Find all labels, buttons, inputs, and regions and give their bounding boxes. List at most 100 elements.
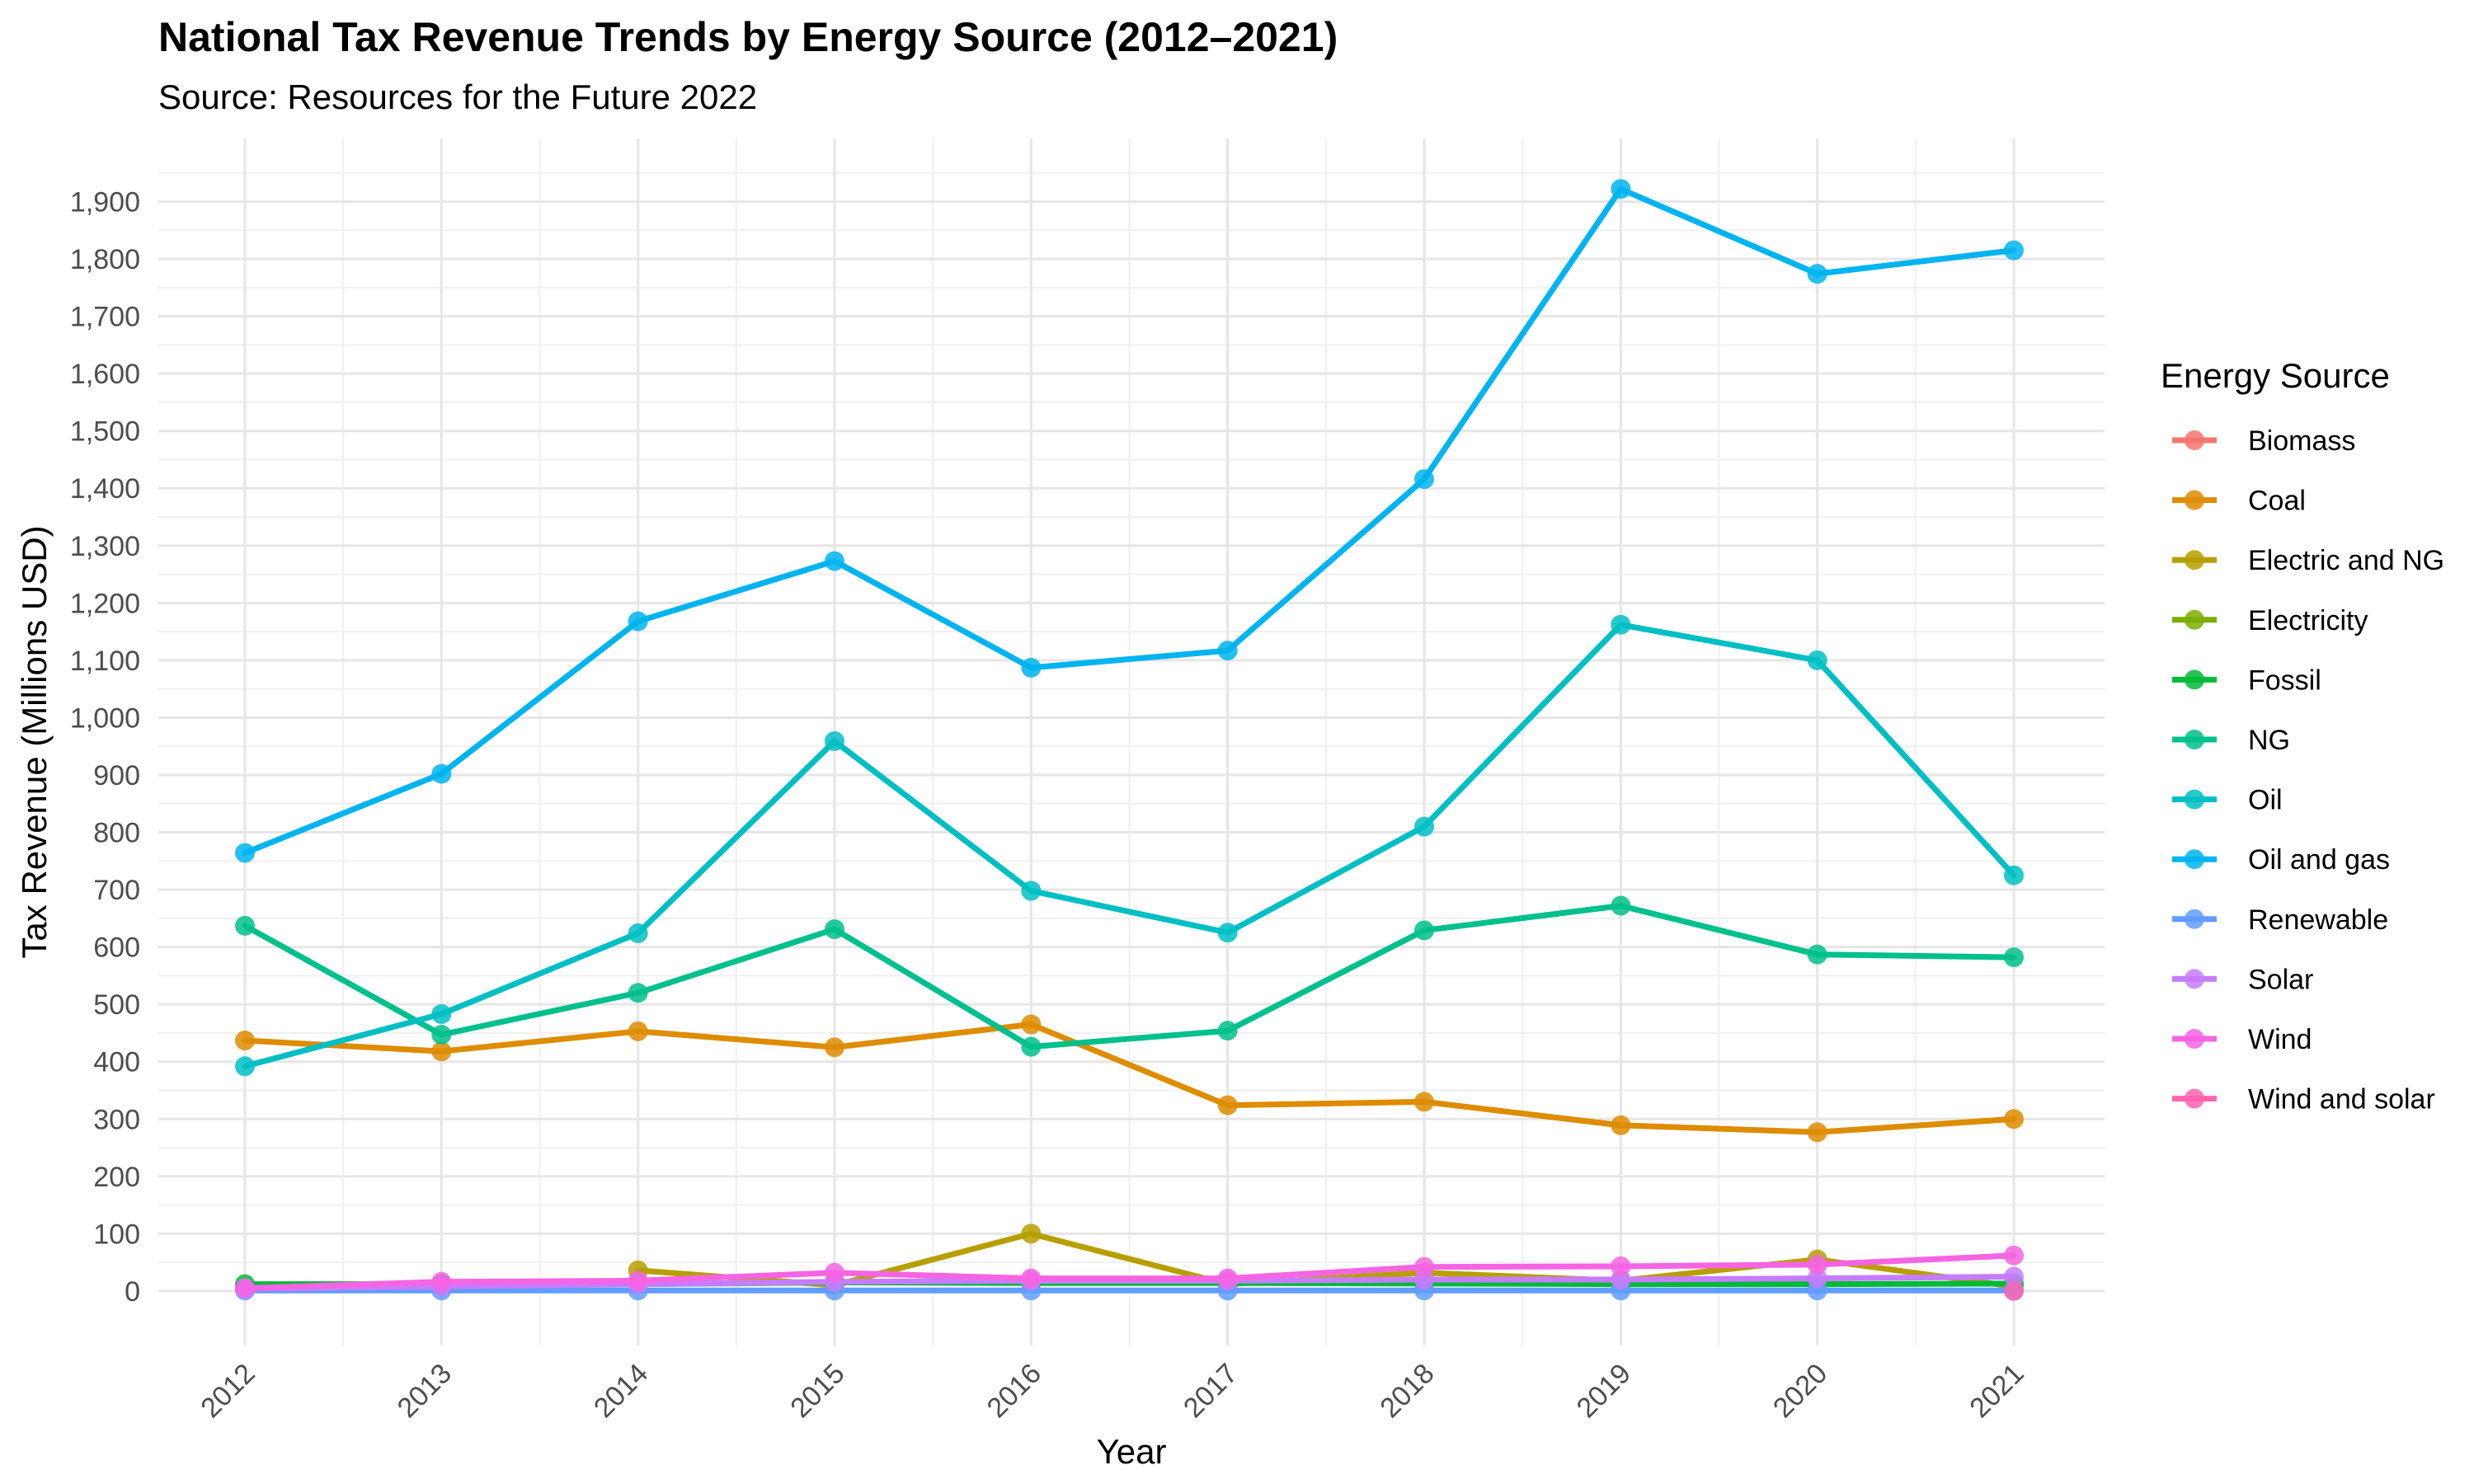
series-group <box>235 179 2024 1301</box>
legend-item-biomass: Biomass <box>2172 425 2355 457</box>
data-point-ng <box>825 919 844 940</box>
legend-item-oil-and-gas: Oil and gas <box>2172 844 2390 876</box>
y-tick-label: 1,200 <box>70 588 140 619</box>
series-oil <box>235 614 2024 1077</box>
data-point-coal <box>628 1021 648 1041</box>
legend-label: Electric and NG <box>2248 545 2444 576</box>
y-tick-label: 1,900 <box>70 187 140 218</box>
data-point-ng <box>1414 920 1434 941</box>
y-tick-label: 200 <box>93 1162 140 1193</box>
y-axis-ticks: 0 100 200 300 400 500 600 700 800 900 1,000 1,100 1,… <box>70 187 140 1308</box>
x-tick-label: 2013 <box>392 1358 458 1424</box>
data-point-solar <box>1807 1268 1827 1289</box>
series-coal <box>235 1014 2024 1143</box>
data-point-oil <box>235 1056 255 1077</box>
y-tick-label: 1,100 <box>70 646 140 677</box>
x-tick-label: 2017 <box>1178 1358 1244 1424</box>
legend: Energy Source Biomass Coal Electric and NG… <box>2161 356 2444 1115</box>
data-point-coal <box>1414 1092 1434 1112</box>
gridlines <box>158 139 2105 1345</box>
legend-label: Fossil <box>2248 665 2321 696</box>
y-tick-label: 100 <box>93 1219 140 1250</box>
data-point-wind <box>1611 1256 1631 1277</box>
y-tick-label: 800 <box>93 818 140 849</box>
y-tick-label: 1,400 <box>70 473 140 505</box>
data-point-ng <box>1611 895 1631 916</box>
legend-key-point <box>2185 669 2204 690</box>
data-point-oil <box>825 730 844 751</box>
x-tick-label: 2016 <box>981 1358 1047 1424</box>
legend-item-solar: Solar <box>2172 964 2313 995</box>
data-point-coal <box>1217 1095 1238 1115</box>
x-axis-ticks: 2012 2013 2014 2015 2016 2017 2018 2019 2020 2021 <box>195 1358 2030 1424</box>
data-point-coal <box>825 1037 844 1058</box>
legend-key-point <box>2185 550 2204 571</box>
series-oil-and-gas <box>235 179 2024 863</box>
x-tick-label: 2019 <box>1571 1358 1637 1424</box>
legend-key-point <box>2185 969 2204 989</box>
legend-key-point <box>2185 609 2204 630</box>
y-tick-label: 1,700 <box>70 302 140 333</box>
data-point-wind <box>1217 1268 1238 1289</box>
chart-subtitle: Source: Resources for the Future 2022 <box>158 77 757 116</box>
y-tick-label: 1,000 <box>70 702 140 734</box>
data-point-ng <box>1021 1036 1042 1057</box>
data-point-oil <box>431 1004 452 1025</box>
legend-label: Wind <box>2248 1024 2312 1055</box>
y-axis-label: Tax Revenue (Millions USD) <box>15 525 54 958</box>
y-tick-label: 600 <box>93 932 140 964</box>
y-tick-label: 0 <box>125 1276 140 1308</box>
data-point-wind <box>1021 1268 1042 1289</box>
y-tick-label: 1,300 <box>70 531 140 562</box>
data-point-wind <box>2004 1245 2024 1266</box>
legend-label: NG <box>2248 725 2290 756</box>
data-point-oil-and-gas <box>2004 240 2024 261</box>
data-point-ng <box>431 1025 452 1045</box>
x-tick-label: 2014 <box>588 1358 654 1424</box>
series-line-ng <box>242 903 2017 1050</box>
x-tick-label: 2018 <box>1374 1358 1440 1424</box>
legend-item-coal: Coal <box>2172 486 2306 517</box>
data-point-oil-and-gas <box>1217 641 1238 661</box>
data-point-coal <box>235 1031 255 1051</box>
legend-label: Wind and solar <box>2248 1084 2435 1115</box>
data-point-oil-and-gas <box>1807 264 1827 284</box>
y-tick-label: 1,800 <box>70 244 140 275</box>
data-point-oil-and-gas <box>431 763 452 784</box>
data-point-wind <box>431 1271 452 1292</box>
legend-item-wind: Wind <box>2172 1024 2312 1055</box>
legend-key-point <box>2185 849 2204 870</box>
series-line-wind <box>242 1252 2017 1291</box>
y-tick-label: 1,600 <box>70 359 140 390</box>
legend-item-electricity: Electricity <box>2172 605 2368 636</box>
data-point-oil-and-gas <box>825 551 844 571</box>
legend-item-electric-and-ng: Electric and NG <box>2172 545 2444 576</box>
y-tick-label: 700 <box>93 875 140 906</box>
legend-key-point <box>2185 1088 2204 1109</box>
y-tick-label: 1,500 <box>70 416 140 448</box>
series-line-oil <box>242 622 2017 1069</box>
y-tick-label: 400 <box>93 1047 140 1078</box>
data-point-ng <box>1217 1021 1238 1041</box>
data-point-wind <box>825 1262 844 1283</box>
data-point-wind <box>235 1278 255 1298</box>
legend-label: Coal <box>2248 486 2306 517</box>
data-point-oil-and-gas <box>1021 657 1042 678</box>
data-point-oil <box>1217 923 1238 943</box>
data-point-wind <box>1807 1254 1827 1275</box>
x-tick-label: 2020 <box>1767 1358 1833 1424</box>
data-point-oil <box>1807 650 1827 670</box>
legend-item-fossil: Fossil <box>2172 665 2321 696</box>
legend-key-point <box>2185 789 2204 810</box>
series-line-coal <box>242 1021 2017 1135</box>
data-point-wind-and-solar <box>2004 1280 2024 1301</box>
data-point-oil-and-gas <box>628 611 648 632</box>
legend-key-point <box>2185 730 2204 749</box>
legend-label: Electricity <box>2248 605 2368 636</box>
y-tick-label: 900 <box>93 760 140 791</box>
data-point-oil <box>1021 881 1042 901</box>
data-point-oil <box>2004 865 2024 885</box>
legend-key-point <box>2185 490 2204 510</box>
data-point-oil <box>628 923 648 943</box>
